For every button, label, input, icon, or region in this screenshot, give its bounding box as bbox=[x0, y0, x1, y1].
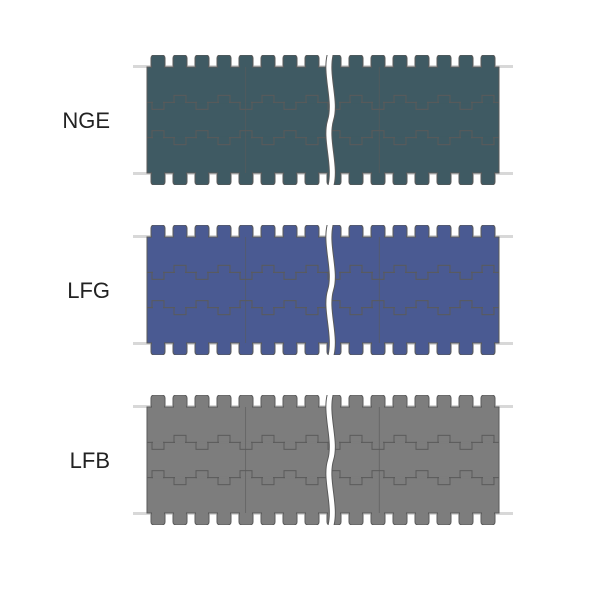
belt-graphic bbox=[133, 395, 513, 525]
belt-label: LFB bbox=[30, 448, 110, 474]
belt-graphic bbox=[133, 55, 513, 185]
belt-label: NGE bbox=[30, 108, 110, 134]
belt-label: LFG bbox=[30, 278, 110, 304]
belt-graphic bbox=[133, 225, 513, 355]
